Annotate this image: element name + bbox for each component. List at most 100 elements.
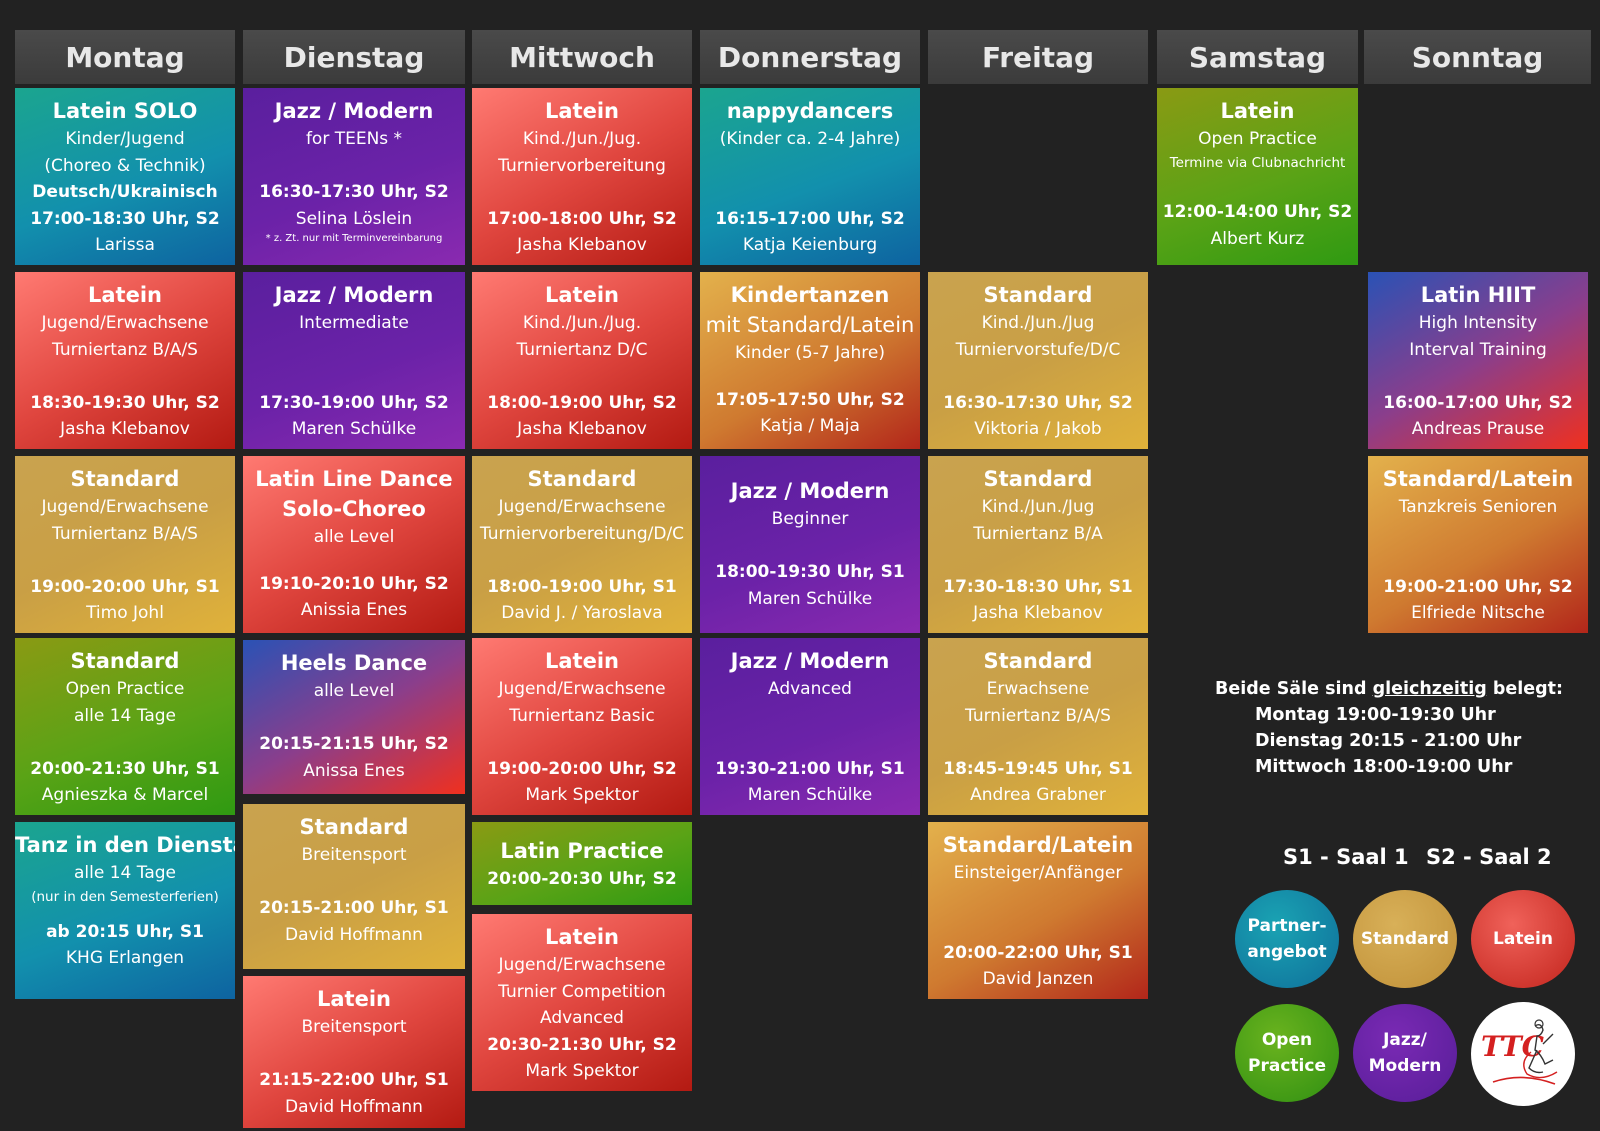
course-card-jazz-teens[interactable]: Jazz / Modern for TEENs * 16:30-17:30 Uh… xyxy=(243,88,465,265)
course-card-latein-breitensport[interactable]: Latein Breitensport 21:15-22:00 Uhr, S1 … xyxy=(243,976,465,1128)
course-time: 20:00-20:30 Uhr, S2 xyxy=(487,869,677,889)
course-title: Latein SOLO xyxy=(52,99,198,123)
course-teacher: Maren Schülke xyxy=(747,588,873,609)
course-card-latein-solo[interactable]: Latein SOLO Kinder/Jugend (Choreo & Tech… xyxy=(15,88,235,265)
course-teacher: Mark Spektor xyxy=(525,785,639,805)
course-group: Jugend/Erwachsene xyxy=(41,313,209,333)
day-header-freitag: Freitag xyxy=(928,30,1148,84)
course-card-standard-latein-so[interactable]: Standard/Latein Tanzkreis Senioren 19:00… xyxy=(1368,456,1588,633)
course-card-latein-mo[interactable]: Latein Jugend/Erwachsene Turniertanz B/A… xyxy=(15,272,235,449)
day-header-dienstag: Dienstag xyxy=(243,30,465,84)
legend-partner-circle: Partner-angebot xyxy=(1235,890,1339,988)
course-group: Kind./Jun./Jug. xyxy=(522,313,642,333)
course-title: Jazz / Modern xyxy=(730,649,890,673)
course-teacher: Albert Kurz xyxy=(1210,228,1305,249)
course-time: 19:30-21:00 Uhr, S1 xyxy=(715,758,905,779)
course-title: Standard xyxy=(299,815,409,839)
course-teacher: David Janzen xyxy=(982,969,1094,989)
course-teacher: Katja / Maja xyxy=(760,416,860,436)
course-level: alle Level xyxy=(313,681,395,701)
course-teacher: David Hoffmann xyxy=(285,924,423,945)
course-time: 20:30-21:30 Uhr, S2 xyxy=(487,1034,677,1055)
course-level: Beginner xyxy=(771,509,849,529)
course-time: 20:00-22:00 Uhr, S1 xyxy=(943,942,1133,963)
course-title: Heels Dance xyxy=(280,651,428,675)
course-card-latein-sa[interactable]: Latein Open Practice Termine via Clubnac… xyxy=(1157,88,1358,265)
course-time: 20:15-21:15 Uhr, S2 xyxy=(259,734,449,754)
note-heading: Beide Säle sind gleichzeitig belegt: xyxy=(1215,679,1563,699)
course-teacher: Maren Schülke xyxy=(747,785,873,805)
course-card-nappydancers[interactable]: nappydancers (Kinder ca. 2-4 Jahre) 16:1… xyxy=(700,88,920,265)
course-teacher: Jasha Klebanov xyxy=(973,603,1103,623)
course-card-latein-mi-1[interactable]: Latein Kind./Jun./Jug. Turniervorbereitu… xyxy=(472,88,692,265)
course-time: 19:00-20:00 Uhr, S1 xyxy=(30,576,220,597)
course-card-latein-mi-4[interactable]: Latein Jugend/Erwachsene Turnier Competi… xyxy=(472,914,692,1091)
legend-latein-circle: Latein xyxy=(1471,890,1575,988)
course-group: Erwachsene xyxy=(986,679,1090,699)
course-title: Latein xyxy=(545,649,619,673)
course-title: Standard xyxy=(70,467,180,491)
course-teacher: Mark Spektor xyxy=(525,1061,639,1081)
course-level: Turnier Competition xyxy=(498,981,666,1002)
course-card-standard-fr-1[interactable]: Standard Kind./Jun./Jug Turniervorstufe/… xyxy=(928,272,1148,449)
course-title: Jazz / Modern xyxy=(274,99,434,123)
course-card-standard-mi[interactable]: Standard Jugend/Erwachsene Turniervorber… xyxy=(472,456,692,633)
course-group: Kind./Jun./Jug xyxy=(981,497,1095,517)
course-teacher: Anissa Enes xyxy=(303,760,405,781)
course-title: Latein xyxy=(1220,99,1295,123)
course-group: Jugend/Erwachsene xyxy=(498,679,666,699)
course-card-latein-mi-2[interactable]: Latein Kind./Jun./Jug. Turniertanz D/C 1… xyxy=(472,272,692,449)
dancer-logo-icon: TTC xyxy=(1481,1019,1558,1085)
course-time: 16:30-17:30 Uhr, S2 xyxy=(259,182,449,202)
course-card-standard-mo[interactable]: Standard Jugend/Erwachsene Turniertanz B… xyxy=(15,456,235,633)
course-time: ab 20:15 Uhr, S1 xyxy=(46,921,204,942)
course-card-standard-fr-3[interactable]: Standard Erwachsene Turniertanz B/A/S 18… xyxy=(928,638,1148,815)
course-card-latein-mi-3[interactable]: Latein Jugend/Erwachsene Turniertanz Bas… xyxy=(472,638,692,815)
course-level: Turniervorbereitung xyxy=(498,155,666,176)
course-level: Turniertanz B/A/S xyxy=(52,339,198,360)
course-time: 18:00-19:00 Uhr, S1 xyxy=(487,576,677,597)
course-level: Turniertanz B/A/S xyxy=(965,705,1111,726)
note-line: Dienstag 20:15 - 21:00 Uhr xyxy=(1255,731,1522,751)
course-level: Turniertanz Basic xyxy=(509,705,655,726)
course-card-standard-open-mo[interactable]: Standard Open Practice alle 14 Tage 20:0… xyxy=(15,638,235,815)
legend-saal-2: S2 - Saal 2 xyxy=(1426,845,1552,869)
course-level: Breitensport xyxy=(301,845,407,865)
parallel-booking-note: Beide Säle sind gleichzeitig belegt: Mon… xyxy=(1215,676,1595,780)
course-group: for TEENs * xyxy=(305,129,403,149)
course-title: Standard xyxy=(983,649,1093,673)
course-time: 16:00-17:00 Uhr, S2 xyxy=(1383,392,1573,413)
course-level: Turniertanz D/C xyxy=(516,339,648,360)
course-group: Kind./Jun./Jug xyxy=(981,313,1095,333)
day-header-mittwoch: Mittwoch xyxy=(472,30,692,84)
course-title: Latein xyxy=(545,99,619,123)
course-card-heels-dance[interactable]: Heels Dance alle Level 20:15-21:15 Uhr, … xyxy=(243,640,465,794)
course-group: High Intensity xyxy=(1418,313,1538,333)
course-card-standard-fr-2[interactable]: Standard Kind./Jun./Jug Turniertanz B/A … xyxy=(928,456,1148,633)
course-group: Open Practice xyxy=(65,679,185,699)
course-group: Open Practice xyxy=(1198,129,1317,149)
course-time: 21:15-22:00 Uhr, S1 xyxy=(259,1070,449,1090)
course-card-standard-latein-fr[interactable]: Standard/Latein Einsteiger/Anfänger 20:0… xyxy=(928,822,1148,999)
course-card-tanz-in-den-dienstag[interactable]: Tanz in den Dienstag alle 14 Tage (nur i… xyxy=(15,822,235,999)
course-teacher: Katja Keienburg xyxy=(742,235,878,255)
course-card-jazz-beginner[interactable]: Jazz / Modern Beginner 18:00-19:30 Uhr, … xyxy=(700,456,920,633)
course-level: Einsteiger/Anfänger xyxy=(953,863,1123,883)
course-card-latin-line-dance[interactable]: Latin Line Dance Solo-Choreo alle Level … xyxy=(243,456,465,633)
course-card-latin-practice[interactable]: Latin Practice 20:00-20:30 Uhr, S2 xyxy=(472,822,692,905)
course-group: Jugend/Erwachsene xyxy=(498,955,666,975)
course-teacher: Timo Johl xyxy=(86,603,164,623)
course-card-standard-breitensport[interactable]: Standard Breitensport 20:15-21:00 Uhr, S… xyxy=(243,804,465,969)
legend-open-practice-circle: Open Practice xyxy=(1235,1004,1339,1102)
course-teacher: David Hoffmann xyxy=(285,1096,423,1117)
course-card-latin-hiit[interactable]: Latin HIIT High Intensity Interval Train… xyxy=(1368,272,1588,449)
course-title: Latin Line Dance xyxy=(255,467,453,491)
course-subtitle: mit Standard/Latein xyxy=(705,313,915,337)
course-group: Tanzkreis Senioren xyxy=(1398,497,1558,517)
course-title: Tanz in den Dienstag xyxy=(15,833,235,857)
day-header-sonntag: Sonntag xyxy=(1364,30,1591,84)
course-card-jazz-advanced[interactable]: Jazz / Modern Advanced 19:30-21:00 Uhr, … xyxy=(700,638,920,815)
course-card-jazz-intermediate[interactable]: Jazz / Modern Intermediate 17:30-19:00 U… xyxy=(243,272,465,449)
course-title: Latein xyxy=(545,283,619,307)
course-card-kindertanzen[interactable]: Kindertanzen mit Standard/Latein Kinder … xyxy=(700,272,920,449)
